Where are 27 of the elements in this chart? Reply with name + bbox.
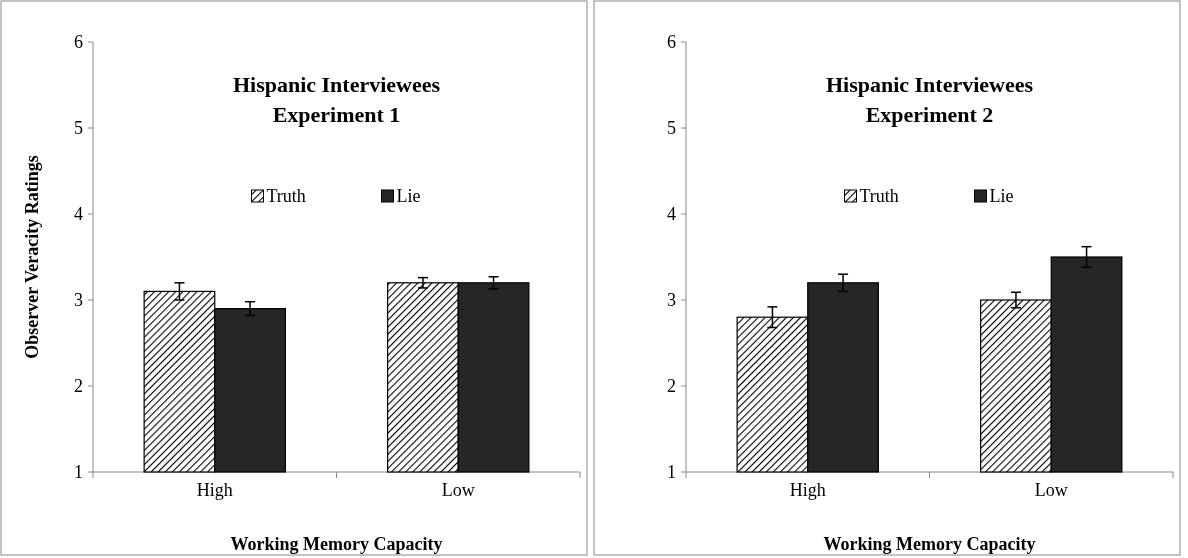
y-tick-label: 6 [667,32,676,53]
x-tick-label: Low [441,480,475,500]
x-axis-title: Working Memory Capacity [230,534,443,554]
x-tick-label: High [196,480,233,500]
legend-label: Lie [396,186,421,207]
legend-label: Truth [859,186,899,207]
y-tick-label: 3 [74,290,83,311]
text: Hispanic Interviewees [232,72,441,97]
y-tick-label: 6 [74,32,83,53]
text: Experiment 2 [865,102,994,127]
y-axis-title: Observer Veracity Ratings [22,155,42,359]
text: Hispanic Interviewees [825,72,1034,97]
y-tick-label: 2 [74,376,83,397]
y-tick-label: 1 [667,462,676,483]
text: Experiment 1 [272,102,401,127]
legend-label: Truth [266,186,306,207]
y-tick-label: 4 [74,204,83,225]
x-tick-label: High [789,480,826,500]
y-tick-label: 3 [667,290,676,311]
x-axis-title: Working Memory Capacity [823,534,1036,554]
y-tick-label: 5 [667,118,676,139]
y-tick-label: 1 [74,462,83,483]
y-tick-label: 5 [74,118,83,139]
y-tick-label: 4 [667,204,676,225]
legend-label: Lie [989,186,1014,207]
y-tick-label: 2 [667,376,676,397]
x-tick-label: Low [1034,480,1068,500]
